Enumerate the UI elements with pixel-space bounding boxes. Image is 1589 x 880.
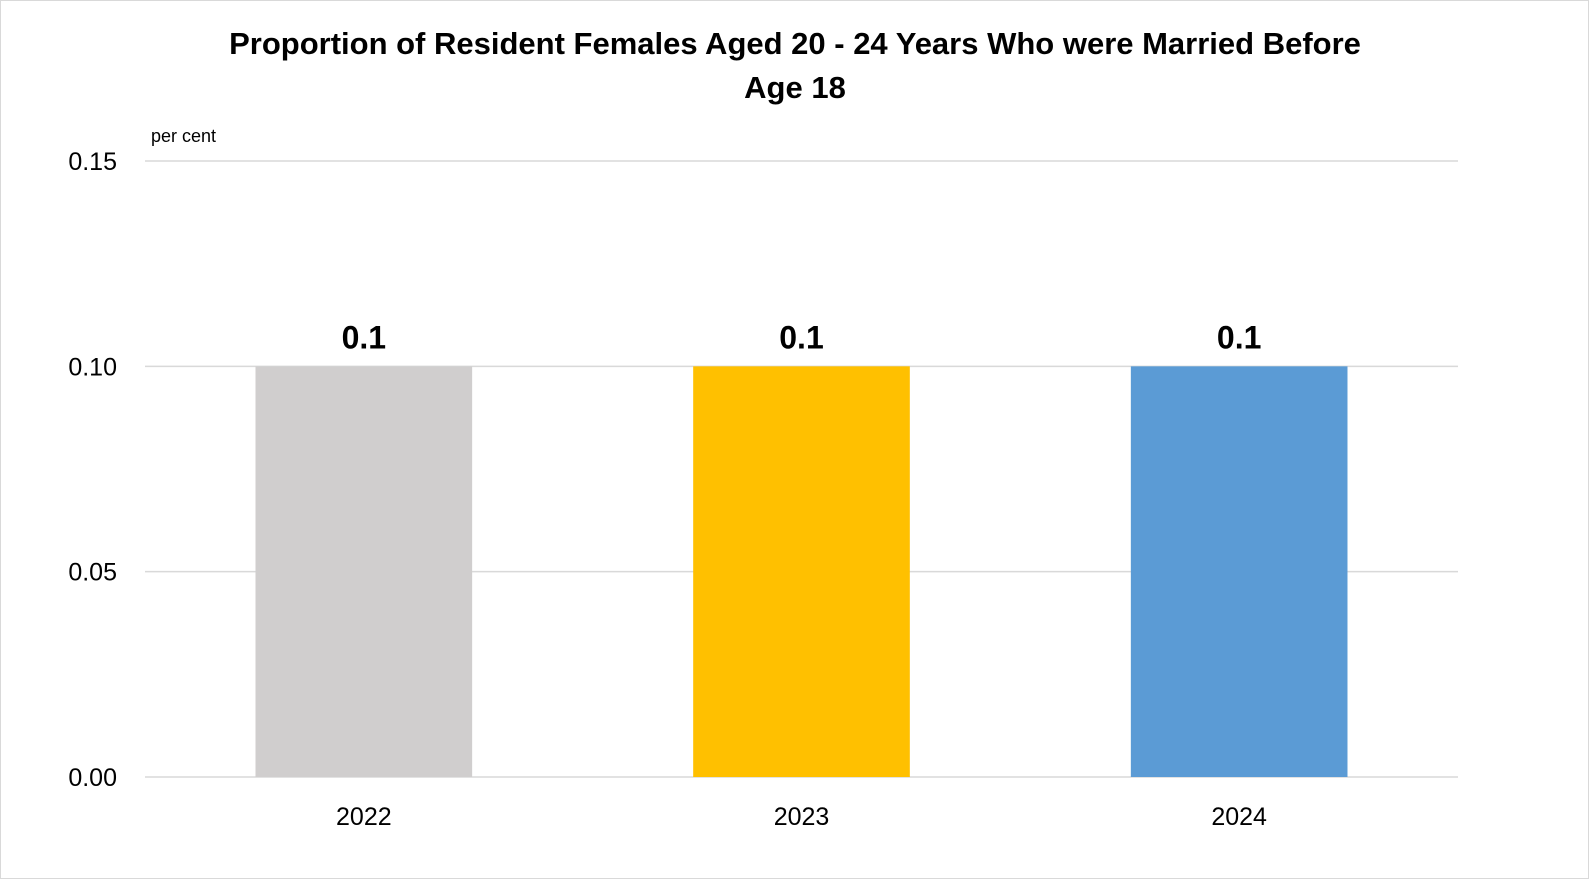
y-tick-label: 0.10 [68, 353, 117, 381]
bars [255, 366, 1348, 777]
x-tick-label-2024: 2024 [1211, 803, 1267, 831]
bar-2022 [255, 366, 473, 777]
y-tick-label: 0.05 [68, 559, 117, 587]
data-labels: 0.1 0.1 0.1 [342, 319, 1262, 355]
y-axis-ticks: 0.00 0.05 0.10 0.15 [68, 148, 117, 792]
y-tick-label: 0.00 [68, 764, 117, 792]
bar-2023 [693, 366, 910, 777]
y-tick-label: 0.15 [68, 148, 117, 176]
chart-title-line-1: Proportion of Resident Females Aged 20 -… [229, 26, 1361, 61]
data-label-2023: 0.1 [779, 319, 823, 355]
data-label-2022: 0.1 [342, 319, 386, 355]
x-tick-label-2022: 2022 [336, 803, 392, 831]
data-label-2024: 0.1 [1217, 319, 1261, 355]
y-axis-unit-label: per cent [151, 126, 216, 146]
x-axis-ticks: 2022 2023 2024 [336, 803, 1267, 831]
bar-2024 [1130, 366, 1348, 777]
x-tick-label-2023: 2023 [774, 803, 830, 831]
chart-title-line-2: Age 18 [744, 70, 846, 105]
chart-title: Proportion of Resident Females Aged 20 -… [229, 26, 1361, 105]
